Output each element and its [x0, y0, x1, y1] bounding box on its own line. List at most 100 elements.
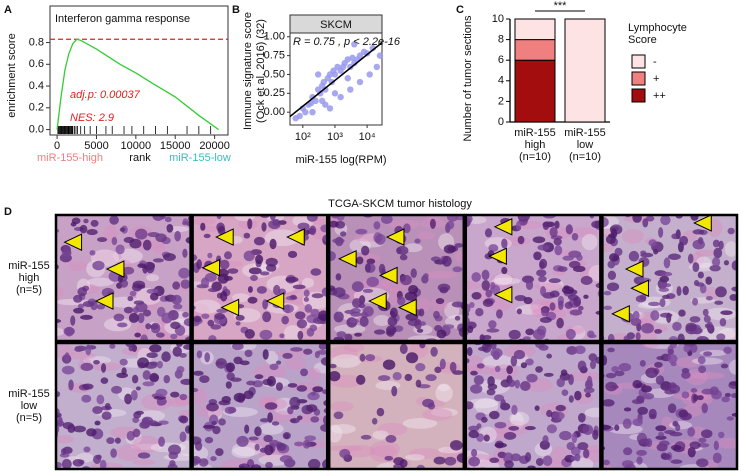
nucleus [366, 258, 376, 265]
nucleus [659, 312, 673, 318]
nucleus [605, 235, 616, 245]
nucleus [446, 220, 455, 230]
nucleus [172, 281, 181, 290]
nucleus [275, 382, 283, 391]
nucleus [161, 312, 173, 324]
nucleus [329, 363, 337, 369]
nucleus [603, 290, 612, 296]
nucleus [221, 396, 231, 403]
nucleus [482, 298, 494, 307]
nucleus [255, 254, 264, 265]
nucleus [698, 365, 707, 374]
stroma [373, 315, 391, 326]
nucleus [333, 411, 344, 420]
nucleus [662, 283, 672, 288]
nucleus [82, 383, 94, 390]
nucleus [150, 292, 159, 301]
x-left-label: miR-155-high [37, 152, 103, 164]
nucleus [109, 215, 119, 225]
nucleus [658, 440, 670, 447]
nucleus [672, 321, 682, 331]
nucleus [318, 342, 328, 350]
nucleus [696, 282, 705, 287]
nucleus [61, 365, 75, 375]
nucleus [182, 221, 189, 226]
nucleus [654, 328, 663, 334]
nucleus [569, 309, 583, 316]
nucleus [405, 352, 419, 364]
nucleus [583, 387, 595, 394]
nucleus [614, 370, 625, 377]
nucleus [641, 323, 654, 334]
nucleus [128, 312, 139, 323]
nucleus [546, 424, 558, 434]
nucleus [145, 323, 152, 330]
stroma [388, 219, 421, 230]
nucleus [218, 418, 226, 426]
nucleus [233, 392, 246, 403]
nucleus [297, 222, 310, 230]
arrowhead [385, 228, 405, 246]
stroma [581, 233, 598, 251]
nucleus [263, 434, 273, 443]
nucleus [543, 372, 554, 377]
nucleus [645, 215, 655, 222]
legend-swatch [631, 71, 646, 86]
stroma [55, 327, 65, 337]
stroma [509, 411, 530, 426]
nucleus [262, 299, 268, 310]
nucleus [561, 389, 569, 397]
nucleus [244, 329, 255, 339]
nucleus [718, 431, 725, 439]
nucleus [100, 363, 107, 373]
nucleus [269, 238, 277, 250]
y-tick-label: 0.4 [29, 80, 44, 92]
stroma [510, 412, 524, 431]
nucleus [553, 238, 562, 246]
nucleus [70, 315, 76, 326]
arrowhead [398, 298, 417, 317]
nucleus [540, 307, 549, 317]
nucleus [365, 354, 376, 362]
stroma [621, 229, 644, 244]
nucleus [692, 229, 705, 235]
nucleus [247, 286, 253, 293]
nucleus [86, 428, 97, 437]
nucleus [225, 381, 232, 389]
nucleus [506, 365, 514, 375]
nucleus [147, 231, 160, 238]
nucleus [663, 257, 671, 269]
stroma [372, 430, 389, 440]
nucleus [265, 461, 273, 469]
nucleus [610, 384, 619, 390]
nucleus [179, 352, 187, 358]
nucleus [423, 273, 429, 279]
nucleus [589, 360, 596, 370]
nucleus [172, 346, 182, 357]
stroma [676, 356, 701, 368]
nucleus [198, 458, 209, 467]
nucleus [687, 446, 696, 458]
nucleus [373, 221, 381, 230]
nucleus [476, 363, 485, 369]
y-axis-label: Number of tumor sections [462, 15, 474, 141]
nucleus [471, 291, 482, 300]
nucleus [494, 442, 507, 448]
nucleus [287, 406, 294, 415]
nucleus [568, 395, 574, 403]
nucleus [168, 451, 179, 460]
nucleus [376, 407, 385, 417]
nucleus [292, 284, 306, 290]
nucleus [628, 250, 640, 262]
nucleus [483, 434, 490, 442]
nucleus [650, 310, 660, 321]
nucleus [690, 388, 698, 393]
nucleus [712, 239, 720, 248]
nucleus [304, 304, 313, 313]
nucleus [720, 310, 733, 316]
nucleus [307, 458, 321, 470]
nucleus [142, 370, 151, 380]
nucleus [121, 367, 127, 375]
nucleus [470, 370, 478, 376]
nucleus [622, 418, 632, 429]
